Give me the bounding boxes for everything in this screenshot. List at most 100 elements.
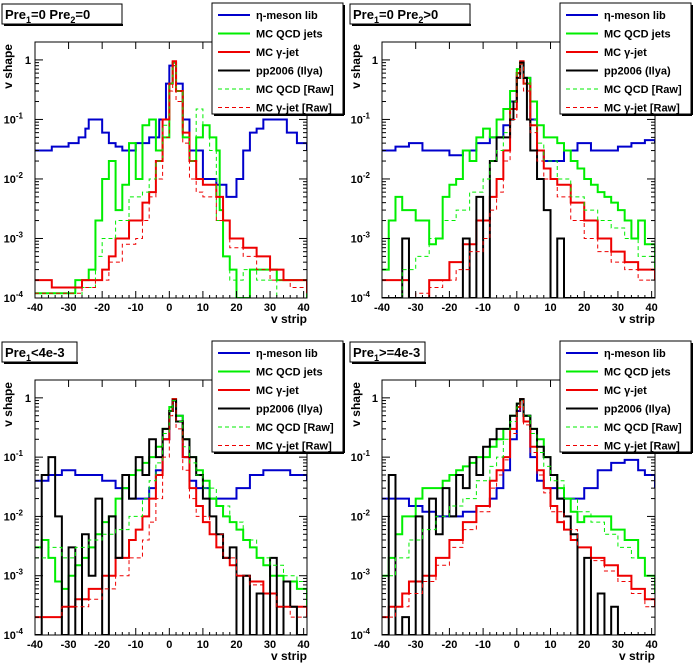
x-tick-label: 40 (646, 302, 658, 314)
x-tick-label: 0 (514, 639, 520, 651)
series-line (382, 63, 655, 298)
x-tick-label: 30 (264, 639, 276, 651)
x-tick-label: -40 (27, 302, 43, 314)
x-tick-label: -20 (441, 302, 457, 314)
x-tick-label: 0 (514, 302, 520, 314)
x-tick-label: -30 (408, 639, 424, 651)
legend: η-meson lib MC QCD jets MC γ-jet pp2006 (Il… (559, 2, 693, 116)
chart-title: Pre1<4e-3 (5, 345, 65, 363)
legend-entry: MC QCD [Raw] (256, 422, 334, 434)
chart-panel: -40 -30 -20 -10 0 10 20 30 40 10-4 10-3 10-2 10-1 1 v … (349, 340, 693, 663)
x-tick-label: 20 (230, 639, 242, 651)
legend-frame (211, 2, 344, 115)
x-tick-label: 10 (197, 302, 209, 314)
x-tick-label: -20 (94, 639, 110, 651)
y-tick-label: 10-4 (4, 627, 24, 642)
x-tick-label: 0 (166, 302, 172, 314)
y-axis-title: v shape (1, 44, 15, 89)
x-tick-label: 40 (298, 639, 310, 651)
series-line (382, 400, 655, 618)
plot-frame (34, 379, 308, 636)
y-tick-label: 10-1 (351, 111, 371, 126)
chart-title: Pre1=0 Pre2>0 (353, 7, 438, 25)
y-tick-label: 10-3 (351, 230, 371, 245)
y-tick-label: 10-2 (4, 508, 24, 523)
chart-panel: -40 -30 -20 -10 0 10 20 30 40 10-4 10-3 10-2 10-1 1 v … (349, 2, 693, 326)
y-tick-label: 1 (25, 393, 31, 405)
y-tick-label: 1 (372, 55, 378, 67)
x-tick-label: -40 (374, 639, 390, 651)
y-axis-title: v shape (1, 382, 15, 427)
x-tick-label: -20 (441, 639, 457, 651)
legend-entry: pp2006 (Ilya) (604, 404, 671, 416)
legend-entry: MC γ-jet (256, 385, 299, 397)
x-tick-label: 10 (544, 302, 556, 314)
legend-entry: η-meson lib (256, 10, 318, 22)
plot-frame (34, 41, 308, 299)
x-tick-label: 20 (578, 639, 590, 651)
y-axis-title: v shape (349, 382, 363, 427)
y-tick-label: 10-4 (351, 290, 371, 305)
legend-frame (559, 2, 692, 115)
legend-entry: MC QCD jets (604, 29, 671, 41)
y-tick-label: 10-1 (4, 111, 24, 126)
chart-panel: -40 -30 -20 -10 0 10 20 30 40 10-4 10-3 10-2 10-1 1 v … (1, 340, 345, 663)
legend-entry: MC QCD jets (604, 367, 671, 379)
plot-frame (381, 41, 656, 299)
x-tick-label: -30 (61, 639, 77, 651)
legend-entry: MC γ-jet (604, 47, 647, 59)
legend-entry: MC γ-jet [Raw] (256, 441, 332, 453)
y-tick-label: 10-3 (4, 568, 24, 583)
x-axis-title: v strip (271, 312, 307, 326)
y-tick-label: 10-4 (351, 627, 371, 642)
x-tick-label: -40 (27, 639, 43, 651)
legend-entry: MC γ-jet [Raw] (256, 103, 332, 115)
x-tick-label: 40 (646, 639, 658, 651)
legend-entry: MC γ-jet [Raw] (604, 441, 680, 453)
legend-entry: MC QCD [Raw] (604, 422, 682, 434)
legend-entry: MC QCD [Raw] (256, 84, 334, 96)
series-group (35, 398, 307, 635)
legend-entry: η-meson lib (604, 348, 666, 360)
chart-title-box: Pre1=0 Pre2>0 (349, 3, 471, 26)
series-group (382, 60, 655, 298)
series-group (35, 60, 307, 298)
chart-title-box: Pre1>=4e-3 (349, 341, 426, 364)
x-tick-label: 40 (298, 302, 310, 314)
y-tick-label: 10-4 (4, 290, 24, 305)
y-tick-label: 10-2 (4, 171, 24, 186)
series-line (382, 400, 655, 589)
legend: η-meson lib MC QCD jets MC γ-jet pp2006 (Il… (211, 2, 345, 116)
legend-entry: η-meson lib (604, 10, 666, 22)
y-axis-title: v shape (349, 44, 363, 89)
y-tick-label: 1 (25, 55, 31, 67)
series-line (35, 60, 307, 294)
x-tick-label: 30 (612, 302, 624, 314)
x-tick-label: -10 (128, 302, 144, 314)
chart-title: Pre1>=4e-3 (353, 345, 420, 363)
x-tick-label: 30 (612, 639, 624, 651)
legend-entry: pp2006 (Ilya) (256, 66, 323, 78)
y-tick-label: 10-3 (351, 568, 371, 583)
x-tick-label: 0 (166, 639, 172, 651)
x-tick-label: 20 (578, 302, 590, 314)
series-line (35, 61, 307, 198)
x-tick-label: 30 (264, 302, 276, 314)
y-tick-label: 10-1 (351, 449, 371, 464)
x-axis-title: v strip (619, 649, 655, 663)
legend-entry: MC γ-jet [Raw] (604, 103, 680, 115)
y-tick-label: 1 (372, 393, 378, 405)
series-line (382, 63, 655, 298)
x-tick-label: 20 (230, 302, 242, 314)
x-axis-title: v strip (619, 312, 655, 326)
plot-frame (381, 379, 656, 636)
series-line (35, 400, 307, 594)
legend-entry: pp2006 (Ilya) (256, 404, 323, 416)
chart-title-box: Pre1<4e-3 (1, 341, 78, 364)
chart-title-box: Pre1=0 Pre2=0 (1, 3, 123, 26)
series-line (35, 401, 307, 625)
series-line (35, 65, 307, 298)
series-line (35, 65, 307, 298)
x-axis-title: v strip (271, 649, 307, 663)
